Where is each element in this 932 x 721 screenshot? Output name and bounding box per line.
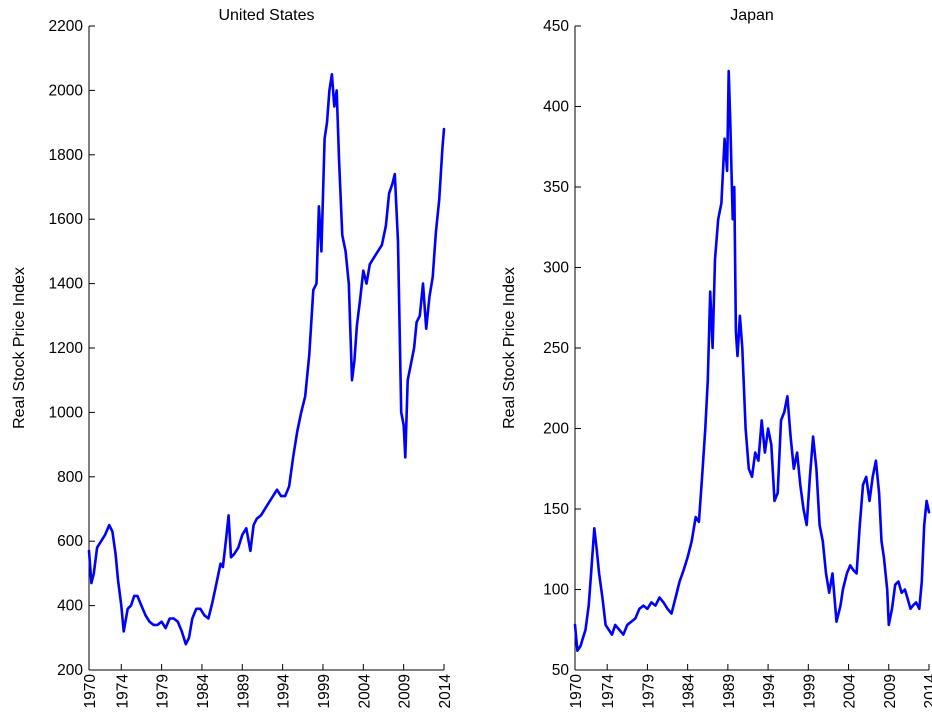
japan-y-tick-label: 350: [543, 179, 569, 196]
us-y-tick-label: 800: [57, 469, 83, 486]
us-x-tick-label: 2009: [397, 674, 414, 708]
japan-y-tick-label: 200: [543, 421, 569, 438]
us-y-tick-label: 1600: [49, 211, 84, 228]
japan-x-tick-label: 2004: [842, 674, 859, 709]
japan-y-tick-label: 400: [543, 99, 569, 116]
japan-y-tick-label: 150: [543, 501, 569, 518]
japan-x-tick-label: 2014: [922, 674, 932, 709]
japan-y-tick-label: 50: [552, 662, 570, 679]
us-x-tick-label: 1974: [114, 674, 131, 709]
japan-y-tick-label: 450: [543, 18, 569, 35]
japan-y-tick-label: 300: [543, 260, 569, 277]
us-x-tick-label: 1989: [235, 674, 252, 708]
japan-y-tick-label: 100: [543, 582, 569, 599]
japan-y-tick-label: 250: [543, 340, 569, 357]
us-y-tick-label: 1200: [49, 340, 84, 357]
us-y-tick-label: 2000: [49, 82, 84, 99]
us-x-tick-label: 2014: [437, 674, 454, 709]
us-series-line: [87, 73, 446, 646]
us-y-tick-label: 1400: [49, 276, 84, 293]
japan-x-tick-label: 1999: [801, 674, 818, 708]
japan-x-tick-label: 1984: [681, 674, 698, 709]
us-y-tick-label: 1800: [49, 147, 84, 164]
japan-x-tick-label: 1989: [721, 674, 738, 708]
us-chart-panel: United States Real Stock Price Index 200 40…: [11, 7, 454, 708]
us-x-tick-label: 1984: [195, 674, 212, 709]
japan-series-line: [573, 69, 931, 652]
japan-x-tick-label: 1974: [600, 674, 617, 709]
us-y-tick-label: 1000: [49, 404, 84, 421]
japan-x-tick-label: 1979: [640, 674, 657, 708]
japan-y-axis-label: Real Stock Price Index: [501, 267, 518, 429]
us-y-tick-label: 600: [57, 533, 83, 550]
japan-chart-panel: Japan Real Stock Price Index 50 100 150 200 25…: [501, 7, 932, 708]
us-x-tick-label: 1979: [155, 674, 172, 708]
us-y-tick-label: 200: [57, 662, 83, 679]
us-chart-title: United States: [218, 7, 314, 24]
japan-x-tick-label: 1970: [568, 674, 585, 709]
us-y-tick-label: 400: [57, 598, 83, 615]
us-y-tick-label: 2200: [49, 18, 84, 35]
us-x-tick-label: 2004: [356, 674, 373, 709]
japan-x-tick-label: 1994: [761, 674, 778, 709]
us-y-axis-label: Real Stock Price Index: [11, 267, 28, 429]
japan-x-tick-label: 2009: [882, 674, 899, 708]
us-x-tick-label: 1970: [82, 674, 99, 709]
us-x-tick-label: 1999: [316, 674, 333, 708]
us-x-tick-label: 1994: [276, 674, 293, 709]
japan-chart-title: Japan: [730, 7, 774, 24]
